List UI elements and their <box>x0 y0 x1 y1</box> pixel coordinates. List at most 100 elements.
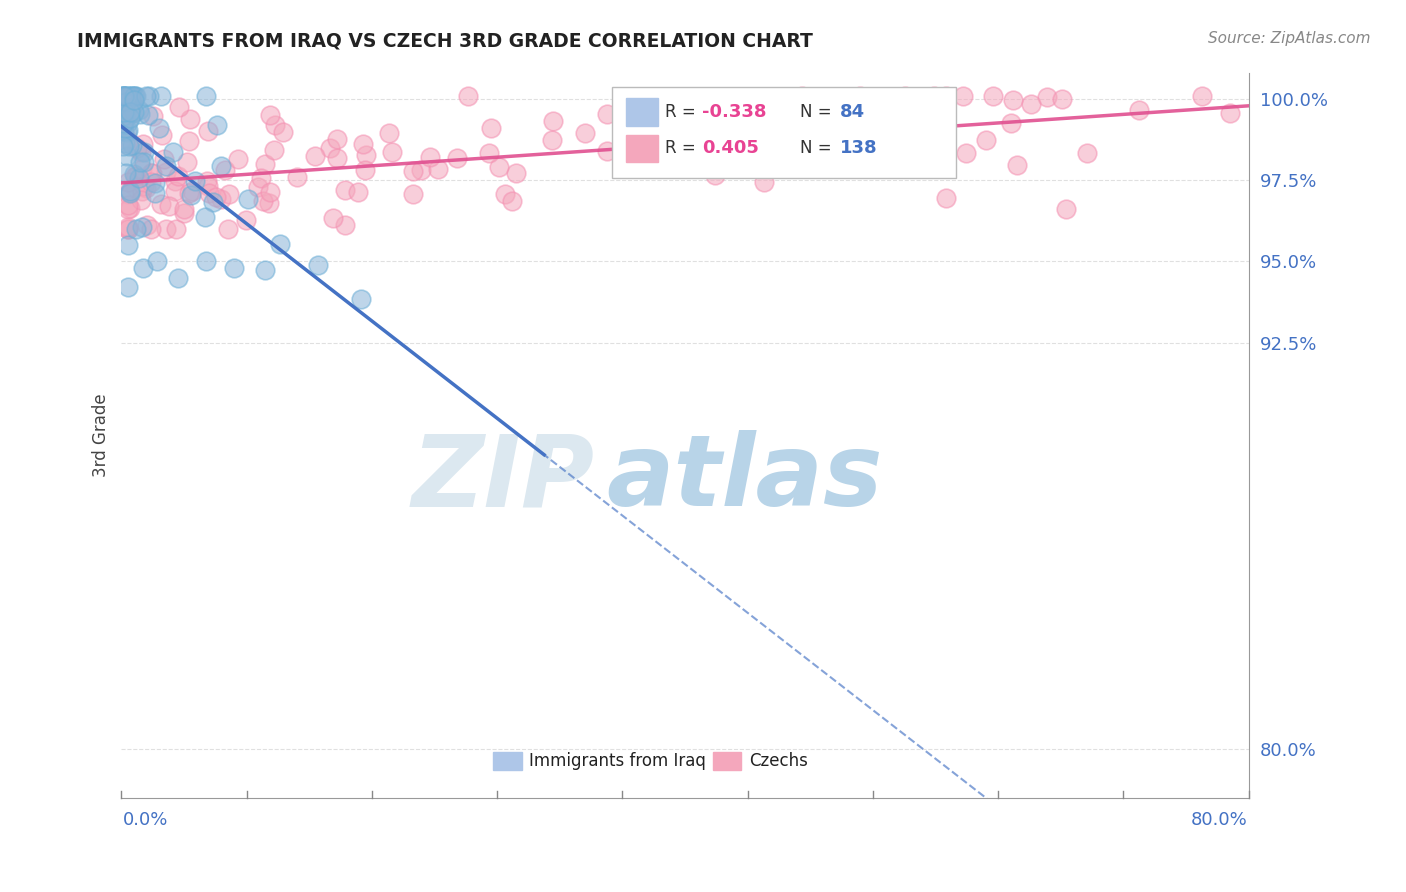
Point <box>111 116 134 130</box>
Point <box>131 260 153 275</box>
Point <box>197 124 219 138</box>
Point <box>155 160 177 174</box>
Text: 138: 138 <box>839 139 877 157</box>
Point <box>574 126 596 140</box>
Bar <box>713 752 741 770</box>
Point <box>269 236 291 251</box>
Point <box>117 107 139 121</box>
Point <box>640 121 662 136</box>
Point <box>117 202 139 216</box>
Point <box>173 206 195 220</box>
Point <box>1002 93 1025 107</box>
Point <box>922 88 945 103</box>
Point <box>176 155 198 169</box>
Point <box>198 186 221 200</box>
Point <box>763 106 786 120</box>
Point <box>402 164 425 178</box>
Point <box>974 133 997 147</box>
Point <box>209 159 232 173</box>
Point <box>713 139 735 153</box>
Point <box>135 181 157 195</box>
Point <box>112 124 135 138</box>
Point <box>155 222 177 236</box>
Point <box>596 107 619 121</box>
Point <box>136 218 159 232</box>
Point <box>128 170 150 185</box>
Point <box>124 168 146 182</box>
Point <box>111 138 134 153</box>
Point <box>121 88 143 103</box>
Point <box>117 238 139 252</box>
Point <box>180 188 202 202</box>
Point <box>204 190 226 204</box>
Text: Czechs: Czechs <box>749 752 808 771</box>
Point <box>112 104 135 119</box>
Point <box>981 88 1004 103</box>
FancyBboxPatch shape <box>612 87 956 178</box>
Point <box>124 222 146 236</box>
Text: N =: N = <box>800 103 831 121</box>
Point <box>129 106 152 120</box>
Point <box>173 202 195 216</box>
Point <box>259 108 281 122</box>
Point <box>121 95 143 110</box>
Point <box>117 222 139 236</box>
Point <box>118 139 141 153</box>
Point <box>790 88 813 103</box>
Point <box>205 118 228 132</box>
Point <box>118 201 141 215</box>
Point <box>401 187 423 202</box>
Point <box>921 142 943 156</box>
Point <box>409 162 432 177</box>
Point <box>115 125 138 139</box>
Point <box>457 88 479 103</box>
Point <box>122 88 145 103</box>
Point <box>352 136 374 151</box>
Point <box>1128 103 1150 118</box>
Point <box>165 174 187 188</box>
Point <box>326 132 349 146</box>
Point <box>132 145 155 160</box>
Point <box>117 88 139 103</box>
Point <box>111 88 134 103</box>
Point <box>703 168 725 182</box>
Point <box>181 184 204 198</box>
Text: atlas: atlas <box>606 430 883 527</box>
Point <box>118 103 141 117</box>
Point <box>162 145 184 159</box>
Point <box>139 175 162 189</box>
Point <box>541 114 564 128</box>
Point <box>163 184 186 198</box>
Point <box>121 106 143 120</box>
Point <box>184 174 207 188</box>
Point <box>894 88 917 103</box>
Point <box>446 151 468 165</box>
Text: IMMIGRANTS FROM IRAQ VS CZECH 3RD GRADE CORRELATION CHART: IMMIGRANTS FROM IRAQ VS CZECH 3RD GRADE … <box>77 31 813 50</box>
Point <box>121 88 143 103</box>
Point <box>117 222 139 236</box>
Point <box>112 100 135 114</box>
Point <box>145 254 167 268</box>
Point <box>111 104 134 119</box>
Point <box>125 141 148 155</box>
Point <box>235 213 257 227</box>
Point <box>115 88 138 103</box>
Point <box>166 270 188 285</box>
Point <box>179 134 201 148</box>
Point <box>117 123 139 137</box>
Point <box>214 162 236 177</box>
Point <box>194 88 217 103</box>
Text: -0.338: -0.338 <box>702 103 766 121</box>
Point <box>118 104 141 119</box>
Point <box>165 222 187 236</box>
Text: 84: 84 <box>839 103 865 121</box>
Point <box>224 260 246 275</box>
Bar <box>494 752 522 770</box>
Point <box>264 118 287 132</box>
Point <box>177 186 200 200</box>
Point <box>501 194 523 208</box>
Point <box>167 169 190 184</box>
Point <box>155 165 177 179</box>
Point <box>124 169 146 183</box>
Point <box>117 198 139 212</box>
